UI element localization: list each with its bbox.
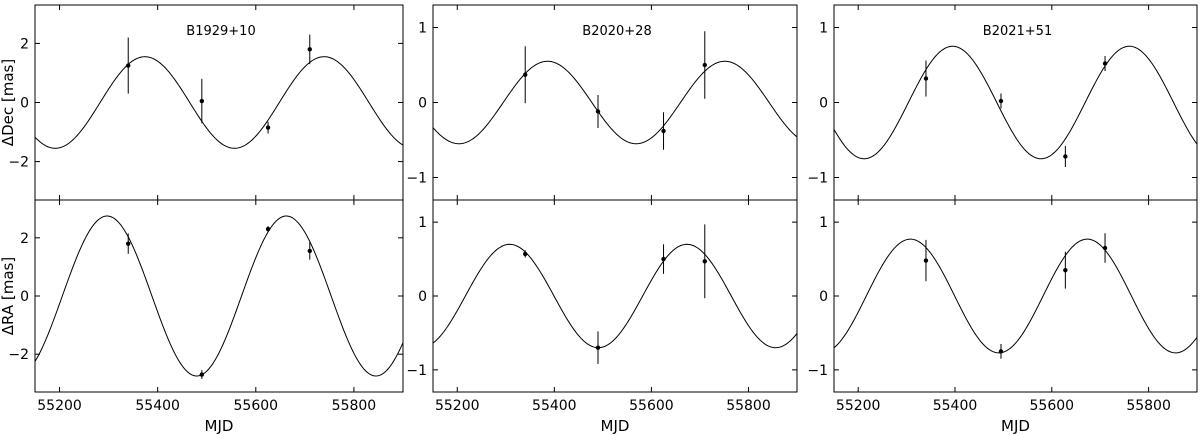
- x-axis-label: MJD: [1001, 417, 1030, 435]
- y-tick-label: 0: [418, 289, 427, 305]
- model-curve: [34, 215, 404, 377]
- data-point: [595, 345, 601, 350]
- chart-column-2: −1 0 1 B2020+28 −1 0 1 55200 55400 55600 55800 MJD: [406, 4, 798, 435]
- data-point: [1063, 154, 1068, 159]
- data-point: [661, 128, 666, 134]
- x-tick-label: 55200: [435, 398, 480, 414]
- y-tick-label: 0: [20, 96, 29, 112]
- data-point: [998, 349, 1004, 354]
- panel-2-top: −1 0 1 B2020+28: [406, 4, 798, 201]
- data-point: [265, 226, 271, 232]
- x-tick-label: 55600: [1030, 398, 1075, 414]
- data-point: [1102, 245, 1108, 251]
- data-point: [126, 63, 131, 68]
- y-tick-label: −1: [406, 363, 427, 379]
- x-tick-label: 55800: [332, 398, 377, 414]
- data-point: [199, 98, 205, 104]
- data-point: [595, 109, 601, 114]
- model-curve: [833, 238, 1198, 354]
- data-point: [1102, 61, 1108, 66]
- panel-3-top: −1 0 1 B2021+51: [807, 4, 1198, 201]
- y-tick-label: 0: [819, 96, 828, 112]
- data-point: [307, 248, 312, 254]
- model-curve: [833, 45, 1198, 160]
- y-tick-label: −2: [8, 155, 29, 171]
- data-point: [1063, 267, 1068, 273]
- data-point: [265, 125, 271, 130]
- panel-frame: [833, 199, 1198, 393]
- panel-title: B2021+51: [983, 24, 1052, 39]
- data-point: [126, 241, 131, 246]
- x-axis-label: MJD: [205, 417, 234, 435]
- y-tick-label: −1: [406, 171, 427, 187]
- y-tick-label: 1: [418, 21, 427, 37]
- x-tick-label: 55200: [836, 398, 881, 414]
- data-point: [307, 47, 312, 52]
- x-tick-label: 55600: [234, 398, 279, 414]
- data-point: [523, 72, 528, 77]
- data-point: [702, 259, 707, 264]
- y-tick-label: 2: [20, 231, 29, 247]
- panel-title: B1929+10: [186, 24, 255, 39]
- model-curve: [432, 243, 798, 349]
- model-curve: [432, 60, 798, 145]
- y-tick-label: 0: [418, 96, 427, 112]
- panel-3-bottom: −1 0 1: [807, 199, 1198, 393]
- x-tick-label: 55800: [1126, 398, 1171, 414]
- model-curve: [34, 56, 404, 149]
- y-tick-label: 1: [819, 21, 828, 37]
- data-point: [998, 98, 1004, 104]
- x-axis-label: MJD: [601, 417, 630, 435]
- x-tick-label: 55400: [135, 398, 180, 414]
- x-tick-label: 55800: [726, 398, 771, 414]
- panel-2-bottom: −1 0 1: [406, 199, 798, 393]
- data-point: [702, 62, 707, 68]
- data-point: [923, 258, 929, 263]
- y-tick-label: −1: [807, 171, 828, 187]
- panel-title: B2020+28: [582, 24, 651, 39]
- panel-frame: [432, 199, 798, 393]
- y-tick-label: 0: [20, 289, 29, 305]
- x-tick-label: 55600: [629, 398, 674, 414]
- data-point: [661, 256, 666, 262]
- data-point: [923, 76, 929, 81]
- y-tick-label: −1: [807, 363, 828, 379]
- chart-column-3: −1 0 1 B2021+51 −1 0 1 55200 55400 55600 55800 MJD: [807, 4, 1198, 435]
- y-tick-label: 1: [819, 215, 828, 231]
- y-tick-label: 0: [819, 289, 828, 305]
- y-tick-label: 2: [20, 36, 29, 52]
- data-point: [523, 251, 528, 257]
- data-point: [199, 372, 205, 377]
- y-axis-label: ΔRA [mas]: [0, 257, 17, 335]
- y-tick-label: −2: [8, 347, 29, 363]
- y-tick-label: 1: [418, 215, 427, 231]
- x-tick-label: 55400: [532, 398, 577, 414]
- y-axis-label: ΔDec [mas]: [0, 59, 17, 146]
- x-tick-label: 55400: [933, 398, 978, 414]
- x-tick-label: 55200: [37, 398, 82, 414]
